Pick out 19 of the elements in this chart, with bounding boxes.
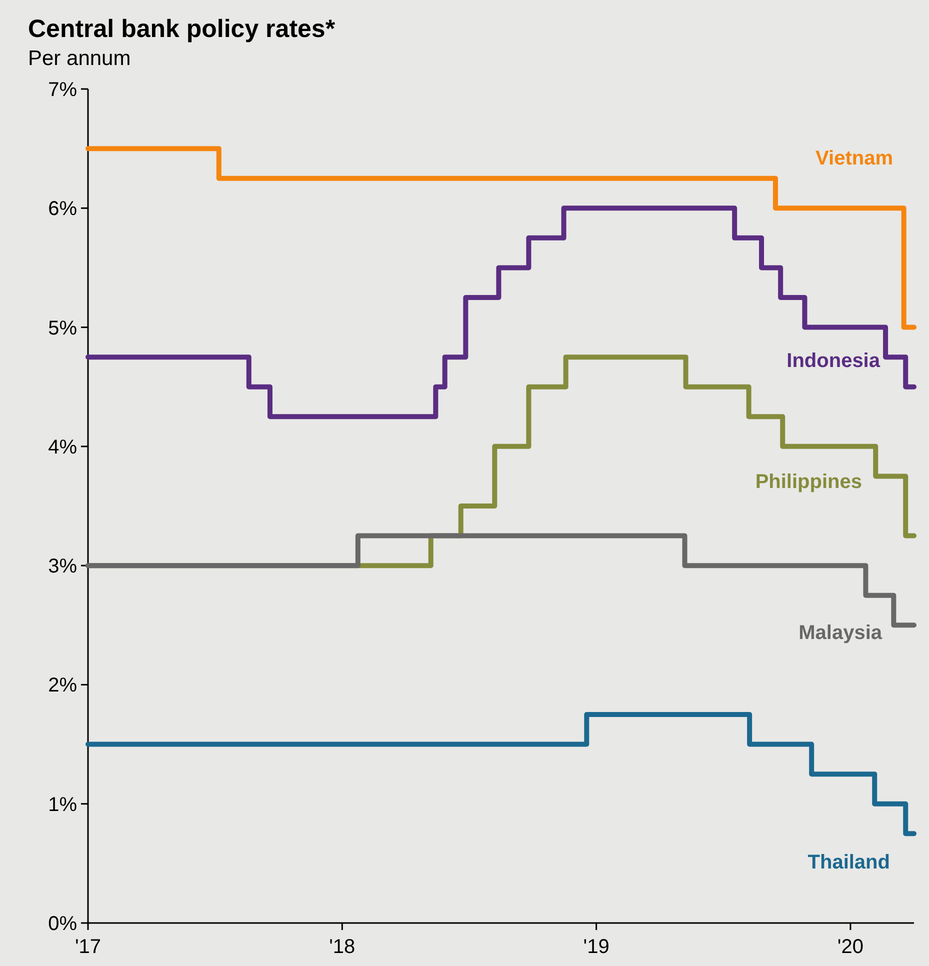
y-tick-label: 4%: [48, 436, 78, 458]
y-tick-label: 1%: [48, 794, 78, 816]
x-tick-label: '19: [583, 936, 610, 958]
series-label: Indonesia: [786, 350, 881, 372]
series-label: Philippines: [755, 470, 862, 493]
y-tick-label: 5%: [48, 317, 78, 340]
y-tick-label: 2%: [48, 674, 78, 697]
series-label: Vietnam: [816, 147, 893, 170]
y-tick-label: 0%: [48, 913, 78, 935]
y-tick-label: 3%: [48, 556, 78, 578]
chart-title: Central bank policy rates*: [28, 15, 336, 43]
y-tick-label: 7%: [48, 79, 78, 101]
series-label: Thailand: [808, 852, 890, 874]
y-tick-label: 6%: [48, 198, 78, 220]
x-tick-label: '18: [329, 936, 356, 958]
x-tick-label: '20: [837, 936, 864, 958]
series-label: Malaysia: [798, 622, 883, 644]
x-tick-label: '17: [74, 936, 102, 958]
chart-subtitle: Per annum: [28, 47, 131, 70]
